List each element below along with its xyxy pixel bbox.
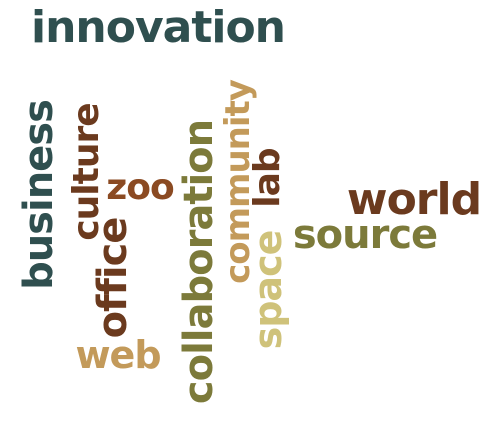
- word-source: source: [292, 212, 438, 258]
- word-collaboration: collaboration: [176, 119, 222, 405]
- word-web: web: [75, 333, 161, 377]
- word-office: office: [90, 217, 136, 339]
- word-zoo: zoo: [106, 167, 174, 208]
- word-space: space: [246, 230, 290, 350]
- word-innovation: innovation: [31, 2, 286, 53]
- word-business: business: [16, 100, 62, 290]
- word-lab: lab: [247, 148, 288, 208]
- word-world: world: [346, 174, 482, 225]
